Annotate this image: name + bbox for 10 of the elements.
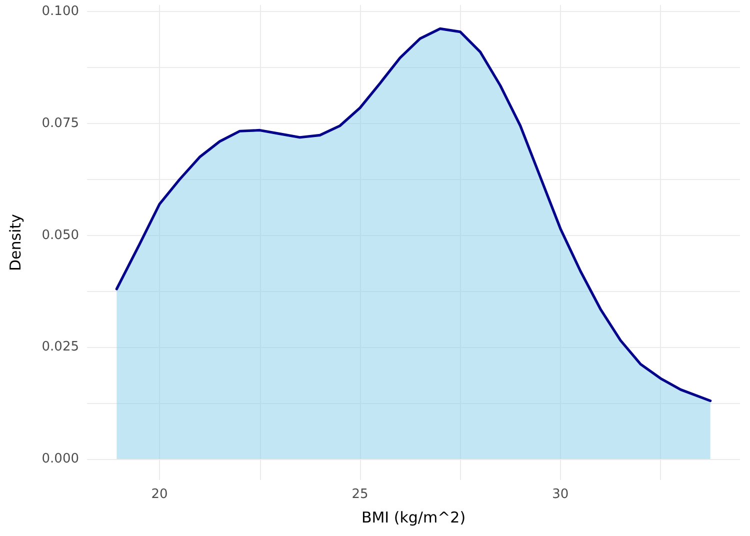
x-axis-title: BMI (kg/m^2) (361, 508, 466, 526)
y-tick-label: 0.100 (42, 4, 79, 20)
y-tick-label: 0.075 (42, 116, 79, 132)
y-tick-label: 0.025 (42, 340, 79, 355)
x-tick-label: 30 (552, 487, 569, 502)
y-tick-label: 0.050 (42, 228, 79, 243)
x-tick-label: 25 (352, 487, 368, 502)
x-tick-label: 20 (151, 487, 168, 502)
y-tick-label: 0.000 (42, 451, 79, 466)
y-axis-title: Density (6, 214, 24, 272)
